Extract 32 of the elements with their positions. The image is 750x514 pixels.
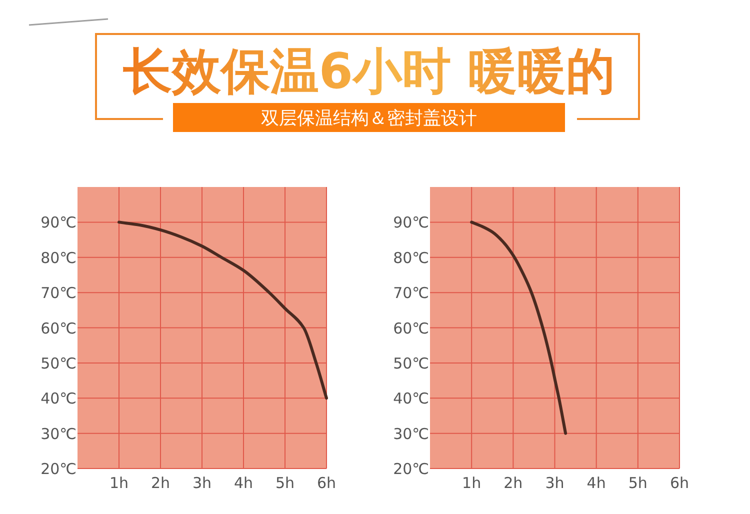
- y-tick-label: 70℃: [393, 284, 429, 302]
- y-tick-label: 90℃: [40, 214, 76, 232]
- line-series: [470, 220, 568, 435]
- x-tick-label: 2h: [504, 474, 523, 492]
- y-tick-label: 40℃: [393, 390, 429, 408]
- x-tick-label: 5h: [275, 474, 295, 492]
- y-tick-label: 60℃: [393, 319, 429, 338]
- y-tick-label: 20℃: [393, 460, 429, 478]
- y-tick-label: 30℃: [40, 424, 76, 443]
- chart-title: 长效保温6小时 暖暖的: [122, 43, 616, 100]
- y-tick-label: 60℃: [40, 319, 76, 338]
- text: 双层保温结构＆密封盖设计: [261, 108, 477, 129]
- y-tick-label: 50℃: [40, 354, 76, 372]
- x-tick-label: 6h: [316, 474, 336, 492]
- y-tick-label: 40℃: [40, 390, 76, 408]
- x-tick-label: 3h: [192, 474, 212, 492]
- x-tick-label: 1h: [462, 474, 482, 492]
- line-series: [118, 220, 328, 400]
- x-tick-label: 2h: [150, 474, 170, 492]
- y-tick-label: 50℃: [393, 354, 429, 372]
- x-tick-label: 6h: [670, 474, 690, 492]
- y-tick-label: 20℃: [40, 460, 76, 478]
- x-tick-label: 1h: [109, 474, 129, 492]
- x-tick-label: 4h: [586, 474, 606, 492]
- x-tick-label: 5h: [628, 474, 648, 492]
- x-tick-label: 3h: [545, 474, 564, 492]
- y-tick-label: 70℃: [40, 284, 76, 302]
- y-tick-label: 30℃: [393, 424, 429, 443]
- x-tick-label: 4h: [234, 474, 254, 492]
- y-tick-label: 80℃: [40, 248, 76, 267]
- y-tick-label: 90℃: [393, 214, 429, 232]
- y-tick-label: 80℃: [393, 248, 429, 267]
